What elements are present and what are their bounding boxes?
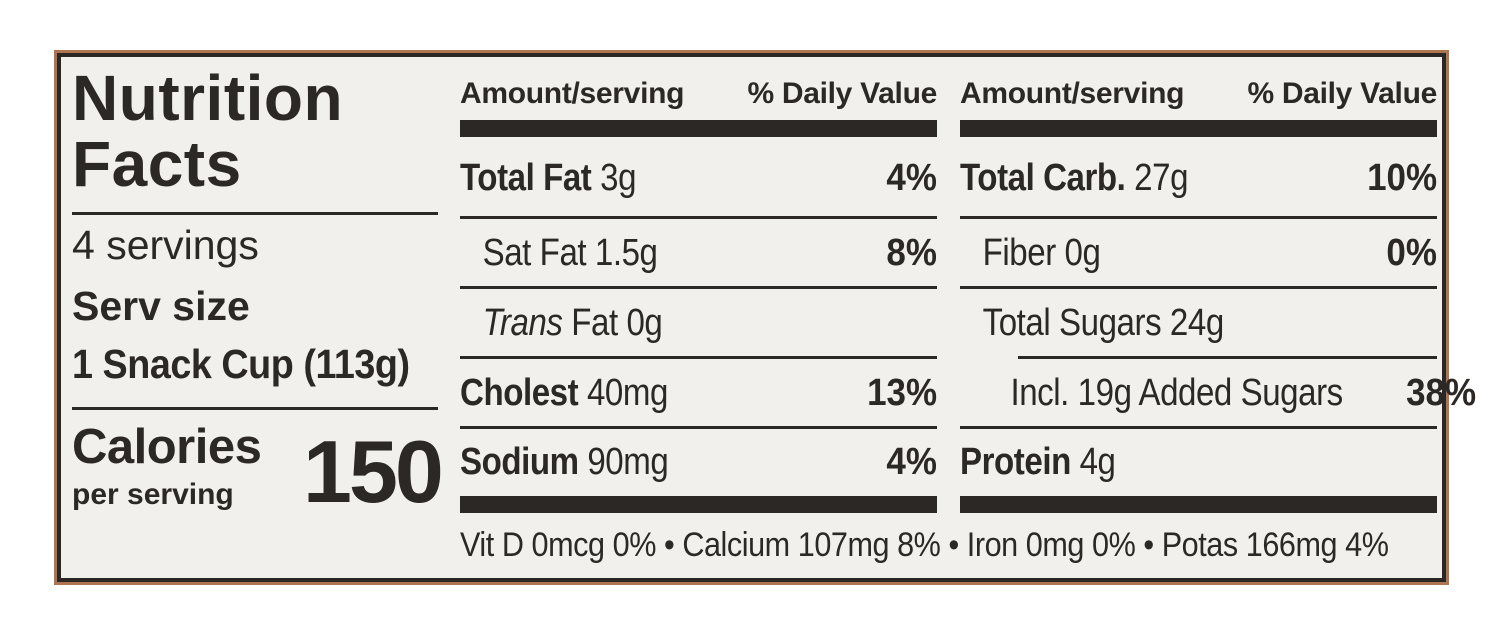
nutrient-name-italic: Trans <box>482 301 563 344</box>
calories-label: Calories <box>72 420 262 474</box>
row-total-sugars: Total Sugars 24g <box>960 288 1437 359</box>
divider <box>72 212 438 215</box>
row-total-fat: Total Fat 3g 4% <box>460 138 937 219</box>
daily-value: 13% <box>867 371 937 414</box>
nutrient-name: Total Sugars <box>982 301 1162 344</box>
row-sodium: Sodium 90mg 4% <box>460 428 937 496</box>
nutrient-amount: 24g <box>1169 301 1224 344</box>
micronutrients-row: Vit D 0mcg 0% • Calcium 107mg 8% • Iron … <box>460 519 1437 571</box>
calories-sublabel: per serving <box>72 478 234 511</box>
nutrient-column-carb-protein: Amount/serving % Daily Value Total Carb.… <box>960 57 1476 527</box>
daily-value-header: % Daily Value <box>747 77 937 110</box>
row-divider <box>460 216 937 219</box>
row-total-carb: Total Carb. 27g 10% <box>960 138 1437 219</box>
nutrient-name: Total Fat <box>460 156 592 199</box>
nutrient-amount: 90mg <box>587 440 669 483</box>
title-line-1: Nutrition <box>72 62 344 134</box>
daily-value: 8% <box>886 231 937 274</box>
row-divider <box>460 356 937 359</box>
servings-count: 4 servings <box>72 222 259 268</box>
nutrient-name: Cholest <box>460 371 579 414</box>
row-divider <box>960 216 1437 219</box>
nutrient-amount: 0g <box>626 301 663 344</box>
title-line-2: Facts <box>72 128 242 200</box>
micronutrients-text: Vit D 0mcg 0% • Calcium 107mg 8% • Iron … <box>460 525 1389 564</box>
nutrient-amount: 3g <box>600 156 637 199</box>
nutrition-facts-label: Nutrition Facts 4 servings Serv size 1 S… <box>57 53 1476 582</box>
nutrient-amount: 0g <box>1064 231 1101 274</box>
row-cholesterol: Cholest 40mg 13% <box>460 358 937 429</box>
row-sat-fat: Sat Fat 1.5g 8% <box>460 218 937 289</box>
nutrient-name: Sodium <box>460 440 579 483</box>
row-protein: Protein 4g <box>960 428 1437 496</box>
nutrient-name: Sat Fat <box>482 231 587 274</box>
row-fiber: Fiber 0g 0% <box>960 218 1437 289</box>
thick-bar <box>960 496 1437 513</box>
nutrient-rows: Total Carb. 27g 10% Fiber 0g 0% Total Su… <box>960 138 1476 496</box>
column-header: Amount/serving % Daily Value <box>460 77 937 111</box>
nutrient-name: Incl. 19g Added Sugars <box>1010 371 1343 414</box>
serving-size-value: 1 Snack Cup (113g) <box>72 341 410 387</box>
daily-value: 10% <box>1367 156 1437 199</box>
daily-value: 38% <box>1406 371 1477 414</box>
nutrient-amount: 1.5g <box>594 231 658 274</box>
daily-value: 0% <box>1386 231 1437 274</box>
nutrient-name: Fat <box>571 301 618 344</box>
nutrient-column-fat-sodium: Amount/serving % Daily Value Total Fat 3… <box>460 57 937 527</box>
daily-value: 4% <box>886 156 937 199</box>
amount-per-serving-header: Amount/serving <box>460 77 685 110</box>
thick-bar <box>460 120 937 137</box>
nutrient-name: Fiber <box>982 231 1057 274</box>
nutrient-name: Total Carb. <box>960 156 1126 199</box>
nutrition-facts-title: Nutrition Facts <box>72 65 343 197</box>
nutrient-amount: 27g <box>1134 156 1189 199</box>
nutrient-rows: Total Fat 3g 4% Sat Fat 1.5g 8% Trans Fa… <box>460 138 937 496</box>
serving-size-label: Serv size <box>72 283 250 329</box>
calories-value: 150 <box>303 422 444 521</box>
row-divider <box>460 286 937 289</box>
divider <box>72 407 438 410</box>
thick-bar <box>960 120 1437 137</box>
summary-panel: Nutrition Facts 4 servings Serv size 1 S… <box>72 57 444 578</box>
nutrient-amount: 4g <box>1079 440 1116 483</box>
amount-per-serving-header: Amount/serving <box>960 77 1185 110</box>
column-header: Amount/serving % Daily Value <box>960 77 1437 111</box>
nutrient-name: Protein <box>960 440 1071 483</box>
nutrient-amount: 40mg <box>586 371 668 414</box>
row-divider <box>1018 356 1437 359</box>
row-divider <box>460 426 937 429</box>
row-added-sugars: Incl. 19g Added Sugars 38% <box>960 358 1476 429</box>
thick-bar <box>460 496 937 513</box>
daily-value: 4% <box>886 440 937 483</box>
row-divider <box>960 426 1437 429</box>
row-trans-fat: Trans Fat 0g <box>460 288 937 359</box>
daily-value-header: % Daily Value <box>1247 77 1437 110</box>
row-divider <box>960 286 1437 289</box>
